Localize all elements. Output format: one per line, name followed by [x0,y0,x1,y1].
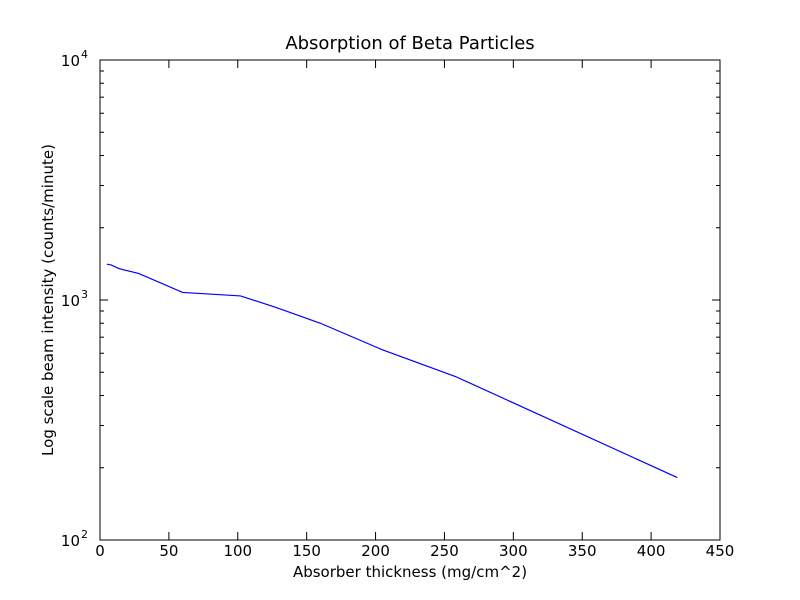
x-tick-label: 450 [706,542,735,560]
y-tick-label-exponent: 4 [81,48,88,61]
x-tick-label: 100 [223,542,252,560]
x-tick-label: 300 [499,542,528,560]
series-layer [106,263,678,479]
y-tick-label-base: 10 [61,52,80,70]
x-tick-label: 200 [361,542,390,560]
series-line [106,263,678,479]
x-tick-label: 150 [292,542,321,560]
x-tick-label: 350 [568,542,597,560]
y-tick-label: 10 [61,292,80,310]
y-tick-label-exponent: 3 [81,288,88,301]
chart-title: Absorption of Beta Particles [285,33,534,54]
x-tick-label: 250 [430,542,459,560]
plot-frame [99,59,721,541]
y-tick-label: 10 [61,52,80,70]
x-tick-label: 0 [95,542,105,560]
x-tick-label: 400 [637,542,666,560]
y-tick-label-exponent: 2 [81,528,88,541]
x-tick-label: 50 [159,542,178,560]
y-tick-label-base: 10 [61,532,80,550]
y-tick-label: 10 [61,532,80,550]
y-tick-label-base: 10 [61,292,80,310]
x-axis-label: Absorber thickness (mg/cm^2) [293,563,527,581]
plot-background [100,60,720,540]
y-axis-label: Log scale beam intensity (counts/minute) [39,144,57,456]
